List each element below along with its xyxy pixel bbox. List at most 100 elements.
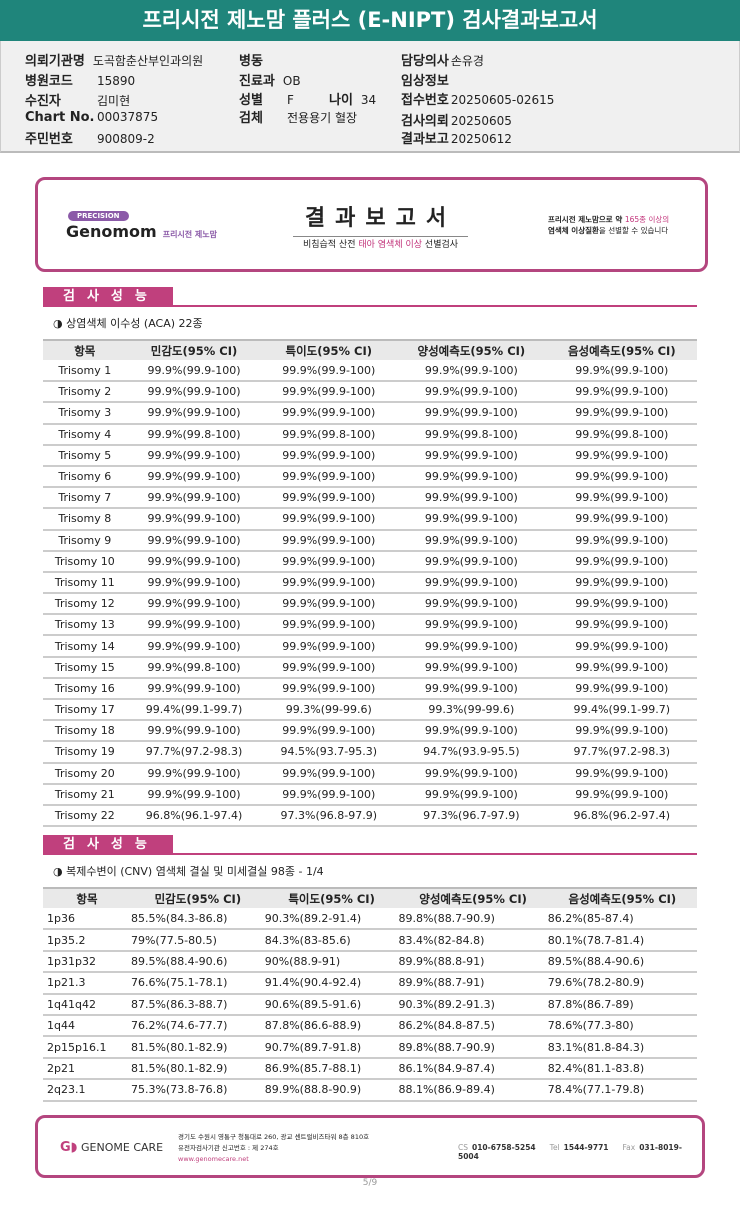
table-cell: Trisomy 3	[43, 402, 127, 425]
column-header: 음성예측도(95% CI)	[547, 887, 697, 908]
table-cell: 94.7%(93.9-95.5)	[396, 741, 547, 764]
table-row: 2p15p16.1 81.5%(80.1-82.9) 90.7%(89.7-91.8…	[43, 1036, 697, 1059]
table-cell: 99.9%(99.9-100)	[546, 571, 697, 595]
table-cell: 82.4%(81.1-83.8)	[547, 1057, 697, 1081]
label: 의뢰기관명	[25, 54, 85, 69]
table-row: 1q41q42 87.5%(86.3-88.7) 90.6%(89.5-91.6) 9…	[43, 993, 697, 1016]
table-row: Trisomy 14 99.9%(99.9-100) 99.9%(99.9-100)…	[43, 635, 697, 658]
label: 검사의뢰	[401, 114, 449, 129]
table-cell: Trisomy 19	[43, 741, 127, 764]
l: Fax	[622, 1143, 636, 1152]
table-row: Trisomy 12 99.9%(99.9-100) 99.9%(99.9-100)…	[43, 593, 697, 616]
label: 접수번호	[401, 93, 449, 108]
table-cell: 99.9%(99.9-100)	[261, 381, 397, 404]
table-cell: 99.9%(99.9-100)	[396, 444, 547, 467]
table-cell: 99.9%(99.9-100)	[396, 360, 547, 383]
label: 임상정보	[401, 74, 449, 89]
table-cell: 99.3%(99-99.6)	[396, 699, 547, 722]
table-cell: 99.9%(99.9-100)	[546, 444, 697, 467]
table-cell: 99.9%(99.9-100)	[261, 656, 397, 679]
table-cell: 89.9%(88.7-91)	[398, 972, 548, 995]
age-field: 나이 34	[329, 89, 376, 108]
banner-subtitle: 비침습적 산전 태아 염색체 이상 선별검사	[293, 237, 468, 250]
doctor-field: 담당의사 손유경	[401, 50, 484, 69]
value: 00037875	[97, 110, 159, 124]
table-cell: 99.9%(99.9-100)	[126, 762, 262, 785]
column-header: 민감도(95% CI)	[130, 887, 265, 908]
table-cell: 99.4%(99.1-99.7)	[126, 699, 262, 722]
table-row: Trisomy 21 99.9%(99.9-100) 99.9%(99.9-100)…	[43, 783, 697, 806]
table-cell: 85.5%(84.3-86.8)	[130, 908, 265, 931]
t: 선별검사	[422, 240, 459, 250]
table-cell: 87.5%(86.3-88.7)	[130, 993, 265, 1016]
table-cell: Trisomy 10	[43, 550, 127, 573]
table-cell: 99.9%(99.9-100)	[546, 529, 697, 552]
table-cell: 99.9%(99.9-100)	[546, 550, 697, 573]
table-cell: Trisomy 22	[43, 804, 127, 828]
table-cell: 99.9%(99.9-100)	[396, 593, 547, 616]
table-cell: 1q44	[43, 1014, 131, 1038]
table-cell: 99.9%(99.9-100)	[126, 381, 262, 404]
table-cell: 99.9%(99.9-100)	[396, 720, 547, 743]
table-row: Trisomy 18 99.9%(99.9-100) 99.9%(99.9-100)…	[43, 720, 697, 743]
table-cell: 99.9%(99.9-100)	[126, 635, 262, 658]
gc-icon: G◗	[60, 1140, 78, 1155]
table-cell: 99.9%(99.9-100)	[546, 720, 697, 743]
department-field: 진료과 OB	[239, 70, 301, 89]
table-cell: Trisomy 6	[43, 465, 127, 489]
patient-field: 수진자 김미현	[25, 90, 130, 109]
table-cell: 99.9%(99.9-100)	[126, 614, 262, 637]
table-cell: 2q23.1	[43, 1079, 131, 1102]
table-cell: 97.3%(96.7-97.9)	[396, 804, 547, 828]
t: 165종 이상의	[624, 215, 670, 224]
table-cell: 1p21.3	[43, 972, 131, 995]
tel: 1544-9771	[563, 1143, 609, 1152]
license: 유전자검사기관 신고번호 : 제 274호	[178, 1144, 279, 1152]
table-row: Trisomy 2 99.9%(99.9-100) 99.9%(99.9-100) 9…	[43, 381, 697, 404]
table-cell: 90.6%(89.5-91.6)	[264, 993, 399, 1016]
website-link[interactable]: www.genomecare.net	[178, 1155, 249, 1163]
table-cell: 89.5%(88.4-90.6)	[547, 950, 697, 974]
table-cell: Trisomy 13	[43, 614, 127, 637]
chart-no-field: Chart No. 00037875	[25, 110, 158, 125]
table-cell: 99.9%(99.9-100)	[546, 656, 697, 679]
table-cell: 97.7%(97.2-98.3)	[126, 741, 262, 764]
table-cell: Trisomy 20	[43, 762, 127, 785]
value: 15890	[97, 74, 136, 88]
table-cell: 86.9%(85.7-88.1)	[264, 1057, 399, 1081]
hospital-code-field: 병원코드 15890	[25, 70, 135, 89]
label: 결과보고	[401, 132, 449, 147]
column-header: 양성예측도(95% CI)	[396, 339, 547, 360]
table-cell: 99.9%(99.9-100)	[546, 593, 697, 616]
table-cell: 99.9%(99.9-100)	[396, 677, 547, 701]
table-cell: 99.9%(99.9-100)	[261, 550, 397, 573]
value: 도곡함춘산부인과의원	[92, 54, 204, 68]
table-cell: 86.2%(84.8-87.5)	[398, 1014, 548, 1038]
table-cell: 83.1%(81.8-84.3)	[547, 1036, 697, 1059]
value: 900809-2	[97, 132, 155, 146]
table-cell: 99.9%(99.9-100)	[126, 571, 262, 595]
label: 수진자	[25, 94, 61, 109]
section-title: 검사성능	[43, 835, 173, 854]
table-cell: Trisomy 8	[43, 508, 127, 531]
fax: 031-8019-5004	[458, 1143, 682, 1161]
table-cell: 81.5%(80.1-82.9)	[130, 1057, 265, 1081]
table-cell: Trisomy 5	[43, 444, 127, 467]
table-cell: 99.9%(99.9-100)	[261, 783, 397, 806]
table-cell: 99.9%(99.9-100)	[396, 571, 547, 595]
cnv-subtitle: ◑ 복제수변이 (CNV) 염색체 결실 및 미세결실 98종 - 1/4	[53, 865, 324, 878]
table-cell: 99.9%(99.9-100)	[546, 508, 697, 531]
table-row: Trisomy 10 99.9%(99.9-100) 99.9%(99.9-100)…	[43, 550, 697, 573]
table-cell: 99.9%(99.9-100)	[126, 677, 262, 701]
table-cell: 87.8%(86.6-88.9)	[264, 1014, 399, 1038]
table-cell: 99.9%(99.9-100)	[396, 487, 547, 510]
t: 염색체 이상질환	[548, 226, 599, 235]
table-cell: 99.4%(99.1-99.7)	[546, 699, 697, 722]
table-cell: 1p31p32	[43, 950, 131, 974]
table-row: 1p31p32 89.5%(88.4-90.6) 90%(88.9-91) 89.9%…	[43, 950, 697, 974]
table-row: Trisomy 1 99.9%(99.9-100) 99.9%(99.9-100) 9…	[43, 360, 697, 383]
table-cell: 99.9%(99.9-100)	[396, 381, 547, 404]
table-cell: 1p36	[43, 908, 131, 931]
t: 비침습적 산전	[302, 240, 359, 250]
request-date-field: 검사의뢰 20250605	[401, 110, 512, 129]
